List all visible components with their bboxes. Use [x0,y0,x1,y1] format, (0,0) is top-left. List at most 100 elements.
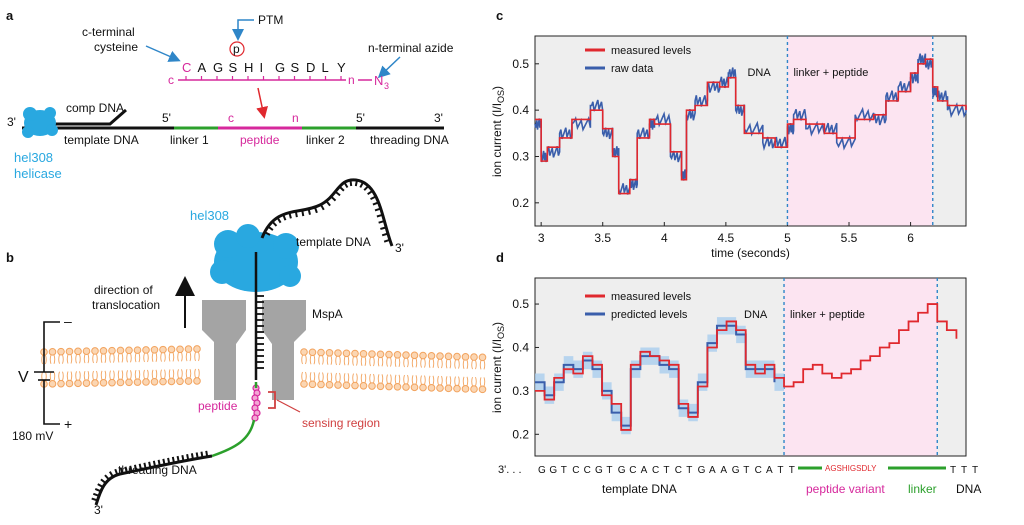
template-dna-label-b: template DNA [296,235,371,249]
direction-line2: translocation [92,298,160,312]
comp-dna-strand [54,108,127,126]
seq-base: G [549,465,557,476]
azide-label: N [374,73,383,88]
direction-line1: direction of [94,283,153,297]
region-bg-tail [932,36,966,226]
mspa-label: MspA [312,307,343,321]
c-mark: c [228,111,234,125]
seq-base: G [732,465,740,476]
c-terminal-label-line1: c-terminal [82,25,135,39]
ptm-arrow [232,19,254,41]
sequence-residue: S [291,60,300,75]
series-measured-levels-d [535,303,958,431]
seq-base: C [629,465,636,476]
ptm-circle [229,41,245,57]
ptm-circle-label: p [233,42,240,56]
seq-base: T [777,465,783,476]
seq-base: C [675,465,682,476]
panel-label-a: a [6,8,14,23]
seq-base: A [720,465,727,476]
y-axis-label: ion current (I/IOS) [490,322,506,413]
three-prime-right: 3' [434,111,443,125]
seq-tail-base: T [961,465,967,476]
voltage-label: 180 mV [12,429,53,443]
sequence-residue: I [260,60,264,75]
seq-base: T [663,465,669,476]
seq-label-template: template DNA [602,482,677,496]
peptide-label-b: peptide [198,399,238,413]
panel-c: c 0.2 0.3 0.4 0.5 3 3.5 4 4.5 5 5.5 6 time (seconds… [490,8,967,260]
legend-entry: raw data [611,63,654,75]
seq-base: T [561,465,567,476]
hel308-label-b: hel308 [190,208,229,223]
peptide-insert-arrow [256,87,268,119]
sequence-residue: S [229,60,238,75]
voltage-circuit [34,321,60,425]
seq-base: G [698,465,706,476]
peptide-beads [251,384,261,422]
n-mark: n [292,111,299,125]
plus-sign: + [64,416,72,432]
seq-base: C [652,465,659,476]
five-prime-1: 5' [162,111,171,125]
hel308-helicase-blob [22,107,58,138]
threading-dna-label-b: threading DNA [118,463,197,477]
legend-entry: measured levels [611,291,692,303]
series-measured-levels [535,58,967,195]
hel308-label-a: hel308 [14,150,53,165]
seq-label-linker: linker [908,482,937,496]
comp-dna-label: comp DNA [66,101,124,115]
template-dna-label: template DNA [64,133,139,147]
n-terminal-label: n-terminal azide [368,41,454,55]
sensing-leader [276,399,301,413]
region-bg [535,36,788,226]
seq-base: G [595,465,603,476]
n-terminal-arrow [377,56,401,79]
c-terminal-arrow [145,45,181,62]
legend-entry: predicted levels [611,309,688,321]
seq-base: C [572,465,579,476]
plot-frame [534,35,967,227]
lipid-membrane [40,345,487,394]
linker-b-lower [211,419,256,458]
series-raw-data [534,53,967,195]
sequence-residue: A [198,60,207,75]
seq-base: A [766,465,773,476]
region-bg [787,36,933,226]
five-prime-2: 5' [356,111,365,125]
seq-base: T [606,465,612,476]
y-tick-label: 0.5 [512,297,529,311]
panel-a: a PTM p c-terminal cysteine n-terminal a… [6,8,454,181]
y-tick-label: 0.3 [512,384,529,398]
peptide-backbone-ticks [185,76,342,80]
y-tick-label: 0.3 [512,149,529,163]
seq-peptide-bg [822,462,888,474]
panel-label-d: d [496,250,504,265]
x-tick-label: 4 [661,231,668,245]
seq-base: C [584,465,591,476]
y-tick-label: 0.4 [512,340,529,354]
region-label-dna: DNA [744,309,768,321]
x-tick-label: 5 [784,231,791,245]
x-tick-label: 4.5 [718,231,735,245]
seq-tail-base: T [972,465,978,476]
plot-frame [534,277,967,457]
sequence-residue: Y [337,60,346,75]
seq-base: T [743,465,749,476]
peptide-label-a: peptide [240,133,280,147]
mspa-pore [202,300,306,400]
threading-dna-b-ticks [91,450,209,502]
template-dna-top-ticks [264,179,391,243]
seq-base: C [755,465,762,476]
y-tick-label: 0.2 [512,196,529,210]
region-label-linker-peptide: linker + peptide [793,67,868,79]
x-axis-label: time (seconds) [711,246,790,260]
sequence-residue: H [244,60,253,75]
seq-base: A [709,465,716,476]
threading-dna-label-a: threading DNA [370,133,449,147]
seq-label-dna: DNA [956,482,981,496]
sequence-d: 3'. . . G G T C C G T G C A C T C T G A A G T C A T T AGSHIGSDLY… [498,462,981,496]
seq-base: T [686,465,692,476]
